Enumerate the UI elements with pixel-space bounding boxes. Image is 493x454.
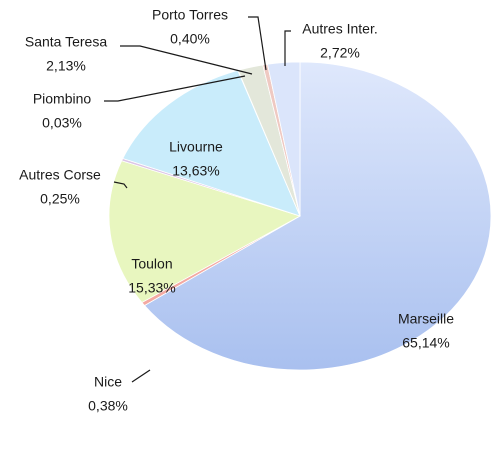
slice-label: Santa Teresa: [25, 34, 107, 50]
slice-value-label: 2,72%: [320, 45, 360, 61]
slice-value-label: 0,38%: [88, 398, 128, 414]
slice-label: Nice: [94, 374, 122, 390]
slice-label: Toulon: [131, 256, 172, 272]
slice-label: Livourne: [169, 139, 223, 155]
slice-value-label: 13,63%: [172, 163, 219, 179]
slice-value-label: 15,33%: [128, 280, 175, 296]
leader-line: [113, 181, 128, 189]
pie-slice: [143, 61, 492, 371]
slice-label: Marseille: [398, 311, 454, 327]
leader-line: [131, 369, 151, 383]
leader-line: [248, 16, 267, 71]
slice-label: Piombino: [33, 91, 92, 107]
slice-value-label: 2,13%: [46, 58, 86, 74]
pie-slice: [122, 69, 301, 217]
slice-value-label: 0,40%: [170, 31, 210, 47]
pie-slice: [108, 160, 302, 303]
leader-line: [104, 75, 246, 102]
leader-line: [120, 45, 253, 75]
slice-label: Autres Corse: [19, 167, 101, 183]
slice-value-label: 0,25%: [40, 191, 80, 207]
pie: [108, 61, 492, 371]
leader-line: [284, 30, 291, 66]
slice-label: Porto Torres: [152, 7, 228, 23]
slice-value-label: 0,03%: [42, 115, 82, 131]
slice-value-label: 65,14%: [402, 335, 449, 351]
pie-slice: [267, 61, 301, 217]
slice-label: Autres Inter.: [302, 21, 377, 37]
